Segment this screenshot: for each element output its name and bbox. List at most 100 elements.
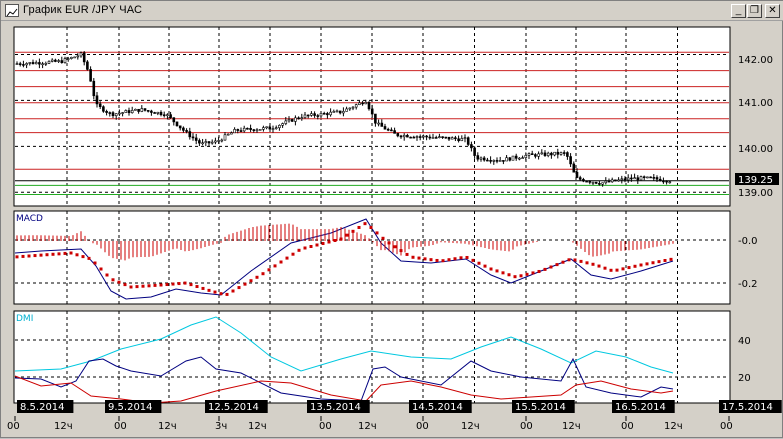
- candle-body: [386, 128, 390, 131]
- macd-signal-point: [519, 274, 523, 278]
- macd-signal-point: [45, 253, 49, 257]
- candle-body: [297, 117, 300, 120]
- candle-body: [447, 136, 451, 140]
- candle-body: [543, 152, 547, 156]
- candle-body: [233, 129, 236, 134]
- candle-body: [530, 153, 534, 155]
- candle-body: [198, 140, 201, 144]
- candle-body: [41, 63, 44, 66]
- macd-signal-point: [141, 284, 145, 288]
- minimize-button[interactable]: _: [731, 4, 746, 18]
- candle-body: [508, 157, 512, 161]
- candle-body: [620, 178, 624, 181]
- macd-signal-point: [291, 252, 295, 256]
- candle-body: [377, 122, 380, 125]
- candle-body: [658, 178, 662, 182]
- close-button[interactable]: ✕: [765, 4, 780, 18]
- candle-body: [223, 134, 227, 141]
- title-bar[interactable]: График EUR /JPY ЧАС _ ❐ ✕: [1, 1, 783, 21]
- macd-signal-point: [15, 255, 19, 259]
- macd-signal-point: [639, 263, 643, 267]
- macd-signal-point: [621, 267, 625, 271]
- macd-signal-point: [471, 258, 475, 262]
- candle-body: [284, 120, 288, 124]
- candle-body: [191, 136, 195, 139]
- candle-body: [630, 177, 633, 180]
- macd-signal-point: [183, 281, 187, 285]
- price-axis-label: 142.00: [738, 55, 773, 66]
- candle-body: [316, 115, 320, 117]
- candle-body: [274, 127, 278, 130]
- candle-body: [370, 108, 374, 115]
- candle-body: [582, 179, 585, 182]
- macd-signal-point: [33, 254, 37, 258]
- candle-body: [425, 135, 428, 138]
- macd-signal-point: [387, 241, 391, 245]
- macd-signal-point: [567, 258, 571, 262]
- macd-signal-point: [429, 258, 433, 262]
- candle-body: [358, 102, 361, 105]
- candle-body: [130, 110, 134, 114]
- candle-body: [44, 63, 48, 65]
- macd-axis-label: -0.2: [738, 279, 758, 290]
- candle-body: [242, 127, 246, 132]
- candle-body: [258, 129, 262, 131]
- candle-body: [153, 112, 156, 114]
- candle-body: [15, 63, 19, 65]
- macd-signal-point: [507, 273, 511, 277]
- candle-body: [329, 111, 332, 116]
- macd-indicator: [14, 218, 674, 300]
- candle-body: [303, 114, 307, 118]
- hour-label: 12ч: [158, 421, 177, 432]
- chart-window-icon: [5, 4, 19, 17]
- price-axis-label: 141.00: [738, 98, 773, 109]
- candle-body: [92, 80, 96, 97]
- candle-body: [47, 61, 51, 64]
- macd-signal-point: [171, 282, 175, 286]
- restore-button[interactable]: ❐: [747, 4, 762, 18]
- macd-signal-point: [99, 267, 103, 271]
- candle-body: [182, 127, 185, 131]
- candle-body: [102, 106, 105, 112]
- candle-body: [79, 52, 83, 57]
- macd-signal-point: [345, 233, 349, 237]
- hour-label: 00: [621, 421, 634, 432]
- macd-signal-point: [243, 282, 247, 286]
- date-label-badge: [512, 400, 575, 413]
- candle-body: [134, 108, 137, 111]
- hour-label: 00: [7, 421, 20, 432]
- candle-body: [524, 155, 528, 158]
- candle-body: [313, 113, 316, 116]
- candle-body: [431, 137, 435, 139]
- macd-signal-point: [579, 259, 583, 263]
- candle-body: [639, 176, 643, 181]
- date-label-badge: [17, 400, 74, 413]
- candle-body: [393, 130, 396, 134]
- macd-signal-point: [573, 258, 577, 262]
- candle-body: [326, 113, 329, 116]
- candle-body: [444, 136, 448, 139]
- macd-signal-point: [645, 262, 649, 266]
- candle-body: [482, 157, 486, 161]
- candle-body: [498, 160, 502, 162]
- candle-body: [38, 62, 41, 65]
- macd-signal-point: [105, 273, 109, 277]
- candle-body: [156, 111, 160, 114]
- grid: [15, 27, 729, 403]
- candle-body: [319, 113, 323, 117]
- macd-signal-point: [477, 261, 481, 265]
- macd-signal-point: [543, 267, 547, 271]
- macd-signal-point: [537, 269, 541, 273]
- candle-body: [169, 114, 172, 118]
- candle-body: [434, 137, 438, 139]
- candle-body: [367, 102, 371, 110]
- candle-body: [246, 127, 249, 130]
- macd-signal-point: [219, 292, 223, 296]
- candle-body: [175, 121, 179, 127]
- candle-body: [226, 133, 230, 136]
- macd-signal-point: [417, 256, 421, 260]
- chart-area[interactable]: 142.00 141.00 140.00 139.00 139.25 MACD …: [1, 21, 783, 439]
- candle-body: [457, 138, 460, 142]
- macd-signal-point: [63, 251, 67, 255]
- candle-body: [322, 113, 326, 115]
